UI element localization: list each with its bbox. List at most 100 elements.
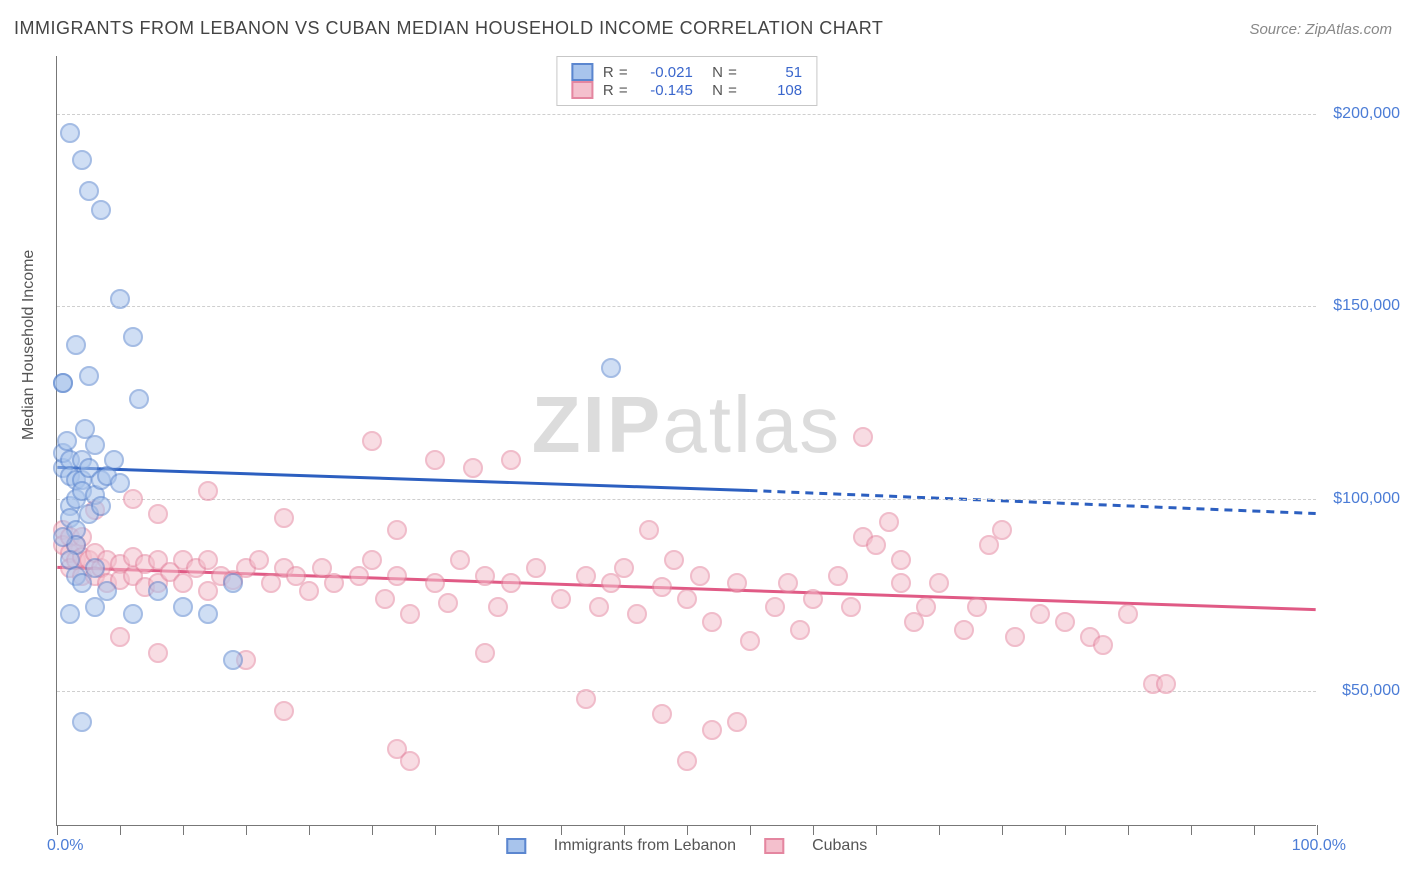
data-point-cubans bbox=[677, 751, 697, 771]
y-axis-caption: Median Household Income bbox=[20, 250, 38, 440]
data-point-lebanon bbox=[223, 650, 243, 670]
gridline bbox=[57, 499, 1316, 500]
data-point-cubans bbox=[488, 597, 508, 617]
data-point-cubans bbox=[123, 489, 143, 509]
data-point-cubans bbox=[400, 751, 420, 771]
data-point-lebanon bbox=[79, 181, 99, 201]
x-tick bbox=[498, 825, 499, 835]
data-point-cubans bbox=[274, 701, 294, 721]
data-point-lebanon bbox=[66, 335, 86, 355]
data-point-cubans bbox=[501, 450, 521, 470]
gridline bbox=[57, 691, 1316, 692]
r-value-cubans: -0.145 bbox=[643, 82, 693, 99]
x-tick bbox=[57, 825, 58, 835]
data-point-cubans bbox=[891, 573, 911, 593]
data-point-cubans bbox=[740, 631, 760, 651]
data-point-cubans bbox=[1055, 612, 1075, 632]
series-legend: Immigrants from Lebanon Cubans bbox=[506, 837, 867, 855]
data-point-lebanon bbox=[129, 389, 149, 409]
data-point-cubans bbox=[954, 620, 974, 640]
watermark-bold: ZIP bbox=[532, 380, 662, 469]
trend-lines bbox=[57, 56, 1316, 825]
data-point-cubans bbox=[866, 535, 886, 555]
data-point-cubans bbox=[841, 597, 861, 617]
r-label: R = bbox=[603, 82, 633, 99]
n-label: N = bbox=[703, 82, 742, 99]
source-attribution: Source: ZipAtlas.com bbox=[1249, 21, 1392, 38]
x-tick bbox=[876, 825, 877, 835]
data-point-cubans bbox=[652, 577, 672, 597]
x-tick bbox=[1254, 825, 1255, 835]
data-point-lebanon bbox=[85, 558, 105, 578]
data-point-cubans bbox=[765, 597, 785, 617]
data-point-lebanon bbox=[110, 289, 130, 309]
data-point-lebanon bbox=[85, 435, 105, 455]
y-tick-label: $150,000 bbox=[1333, 297, 1400, 315]
data-point-lebanon bbox=[53, 527, 73, 547]
data-point-lebanon bbox=[104, 450, 124, 470]
data-point-lebanon bbox=[148, 581, 168, 601]
data-point-cubans bbox=[1093, 635, 1113, 655]
data-point-lebanon bbox=[123, 327, 143, 347]
data-point-lebanon bbox=[79, 366, 99, 386]
swatch-cubans-icon bbox=[764, 838, 784, 854]
data-point-cubans bbox=[475, 643, 495, 663]
gridline bbox=[57, 306, 1316, 307]
data-point-lebanon bbox=[91, 496, 111, 516]
x-tick bbox=[435, 825, 436, 835]
data-point-cubans bbox=[690, 566, 710, 586]
n-label: N = bbox=[703, 64, 742, 81]
data-point-cubans bbox=[375, 589, 395, 609]
data-point-cubans bbox=[828, 566, 848, 586]
data-point-lebanon bbox=[72, 712, 92, 732]
data-point-cubans bbox=[299, 581, 319, 601]
data-point-cubans bbox=[803, 589, 823, 609]
data-point-cubans bbox=[576, 566, 596, 586]
data-point-cubans bbox=[702, 612, 722, 632]
n-value-cubans: 108 bbox=[752, 82, 802, 99]
data-point-cubans bbox=[576, 689, 596, 709]
r-label: R = bbox=[603, 64, 633, 81]
data-point-cubans bbox=[702, 720, 722, 740]
data-point-cubans bbox=[727, 712, 747, 732]
data-point-lebanon bbox=[60, 604, 80, 624]
data-point-cubans bbox=[450, 550, 470, 570]
data-point-cubans bbox=[1005, 627, 1025, 647]
data-point-cubans bbox=[916, 597, 936, 617]
data-point-cubans bbox=[589, 597, 609, 617]
data-point-cubans bbox=[148, 643, 168, 663]
x-tick bbox=[120, 825, 121, 835]
data-point-cubans bbox=[1156, 674, 1176, 694]
x-tick bbox=[939, 825, 940, 835]
legend-row-cubans: R = -0.145 N = 108 bbox=[571, 81, 802, 99]
data-point-lebanon bbox=[60, 123, 80, 143]
x-tick bbox=[687, 825, 688, 835]
data-point-cubans bbox=[929, 573, 949, 593]
data-point-cubans bbox=[425, 573, 445, 593]
watermark: ZIPatlas bbox=[532, 379, 841, 471]
data-point-cubans bbox=[362, 550, 382, 570]
data-point-cubans bbox=[324, 573, 344, 593]
y-tick-label: $50,000 bbox=[1342, 682, 1400, 700]
data-point-cubans bbox=[879, 512, 899, 532]
data-point-cubans bbox=[400, 604, 420, 624]
chart-title: IMMIGRANTS FROM LEBANON VS CUBAN MEDIAN … bbox=[14, 18, 883, 39]
watermark-rest: atlas bbox=[662, 380, 841, 469]
legend-row-lebanon: R = -0.021 N = 51 bbox=[571, 63, 802, 81]
x-tick bbox=[1002, 825, 1003, 835]
data-point-lebanon bbox=[57, 431, 77, 451]
data-point-lebanon bbox=[110, 473, 130, 493]
data-point-cubans bbox=[526, 558, 546, 578]
x-axis-min-label: 0.0% bbox=[47, 837, 83, 855]
data-point-cubans bbox=[198, 481, 218, 501]
data-point-lebanon bbox=[53, 373, 73, 393]
data-point-cubans bbox=[475, 566, 495, 586]
data-point-cubans bbox=[967, 597, 987, 617]
series-label-lebanon: Immigrants from Lebanon bbox=[554, 837, 736, 855]
swatch-cubans-icon bbox=[571, 81, 593, 99]
x-tick bbox=[309, 825, 310, 835]
x-tick bbox=[813, 825, 814, 835]
data-point-lebanon bbox=[173, 597, 193, 617]
x-tick bbox=[561, 825, 562, 835]
data-point-cubans bbox=[148, 504, 168, 524]
